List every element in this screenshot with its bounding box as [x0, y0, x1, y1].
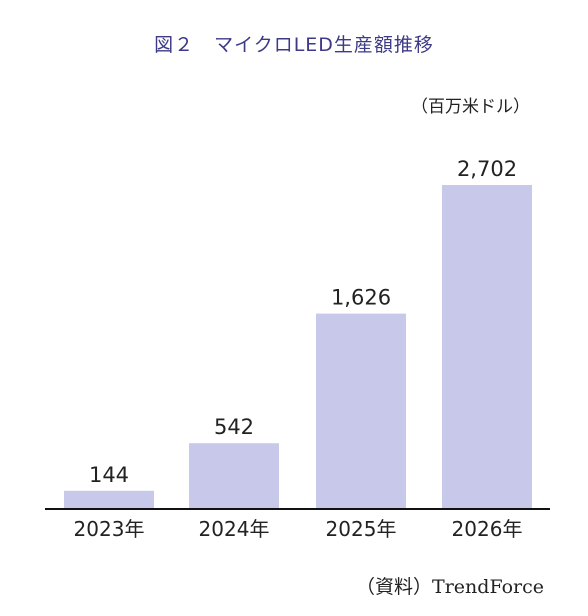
bar-2023年	[64, 490, 154, 508]
data-label: 542	[214, 415, 254, 439]
chart-title: 図２ マイクロLED生産額推移	[154, 34, 434, 56]
bar-2024年	[189, 443, 279, 508]
data-label: 1,626	[331, 286, 391, 310]
bar-2026年	[442, 185, 532, 508]
x-tick-label: 2025年	[326, 517, 397, 541]
data-label: 144	[89, 463, 129, 487]
x-tick-label: 2024年	[199, 517, 270, 541]
bar-2025年	[316, 313, 406, 508]
unit-label: （百万米ドル）	[411, 97, 530, 117]
source-note: （資料）TrendForce	[356, 576, 544, 598]
x-tick-label: 2026年	[452, 517, 523, 541]
x-tick-label: 2023年	[74, 517, 145, 541]
data-label: 2,702	[457, 157, 517, 181]
